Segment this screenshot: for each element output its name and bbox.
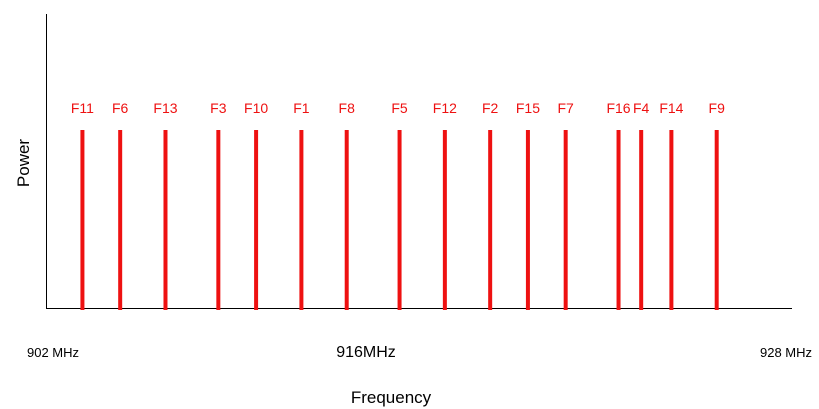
tick-label-high: 928 MHz [760, 345, 812, 360]
channel-label-f9: F9 [709, 100, 726, 116]
channel-label-f16: F16 [606, 100, 630, 116]
tick-label-center: 916MHz [336, 344, 396, 361]
y-axis-label: Power [14, 139, 33, 188]
channel-label-f8: F8 [339, 100, 356, 116]
tick-label-low: 902 MHz [27, 345, 79, 360]
channel-lines: F11 F6 F13 F3 F10 F1 F8 F5 F12 F2 F15 F7 F16 F4 F14 F9 [71, 100, 725, 310]
channel-label-f15: F15 [516, 100, 540, 116]
channel-label-f11: F11 [71, 100, 94, 116]
channel-label-f10: F10 [244, 100, 268, 116]
channel-label-f14: F14 [659, 100, 683, 116]
channel-label-f7: F7 [558, 100, 575, 116]
channel-label-f1: F1 [293, 100, 310, 116]
channel-label-f2: F2 [482, 100, 499, 116]
channel-label-f5: F5 [391, 100, 408, 116]
channel-label-f12: F12 [433, 100, 457, 116]
channel-label-f4: F4 [633, 100, 650, 116]
channel-label-f3: F3 [210, 100, 227, 116]
channel-label-f13: F13 [153, 100, 177, 116]
channel-label-f6: F6 [112, 100, 129, 116]
x-axis-label: Frequency [351, 388, 432, 407]
